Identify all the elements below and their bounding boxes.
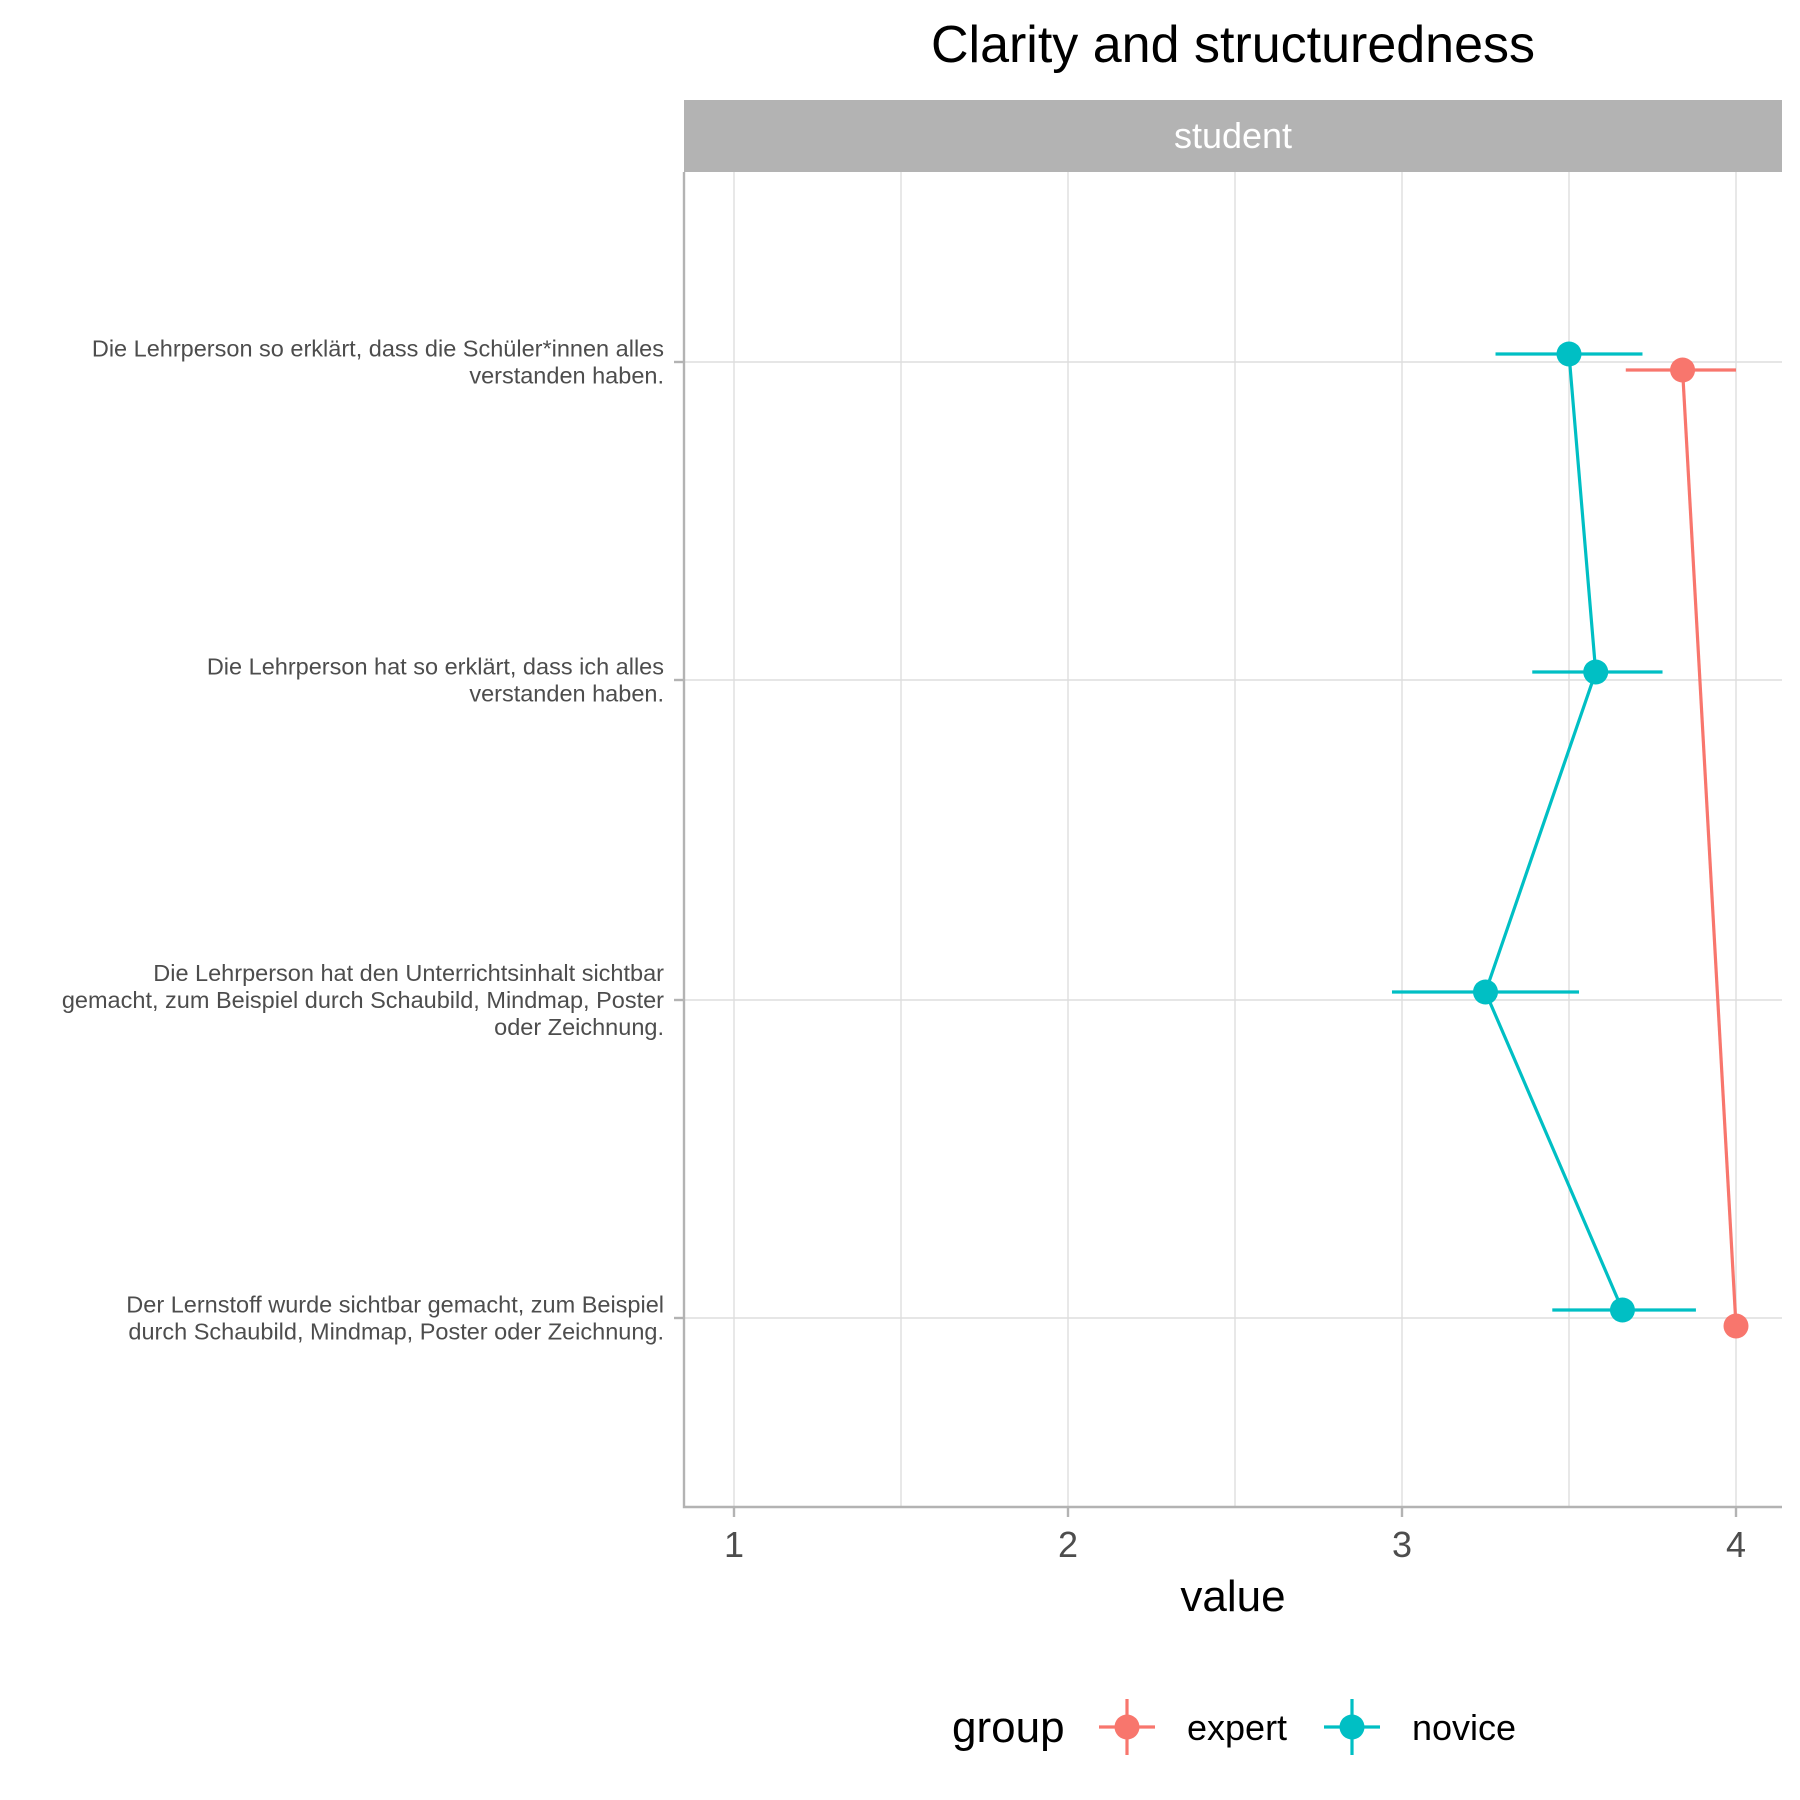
x-tick-label: 1 — [724, 1524, 744, 1565]
data-point — [1473, 979, 1498, 1005]
facet-strip-label: student — [1174, 115, 1292, 156]
y-tick-label: Die Lehrperson hat den Unterrichtsinhalt… — [153, 960, 664, 986]
series-layer — [1391, 341, 1749, 1339]
y-tick-label: verstanden haben. — [469, 681, 664, 707]
y-tick-label: Die Lehrperson hat so erklärt, dass ich … — [207, 654, 664, 680]
data-point — [1556, 341, 1582, 367]
legend-item-expert: expert — [1099, 1699, 1287, 1755]
chart-title: Clarity and structuredness — [931, 16, 1535, 74]
legend-key-point — [1339, 1714, 1365, 1740]
y-tick-label: verstanden haben. — [469, 363, 664, 389]
data-point — [1609, 1297, 1635, 1323]
y-axis: Die Lehrperson so erklärt, dass die Schü… — [62, 336, 684, 1345]
x-tick-label: 2 — [1058, 1524, 1078, 1565]
legend-item-novice: novice — [1324, 1699, 1516, 1755]
series-line — [1680, 369, 1738, 1327]
data-point — [1723, 1313, 1749, 1339]
y-tick-label: Der Lernstoff wurde sichtbar gemacht, zu… — [126, 1292, 664, 1318]
legend: group expert novice — [952, 1699, 1516, 1755]
y-tick-label: Die Lehrperson so erklärt, dass die Schü… — [92, 336, 664, 362]
x-axis-title: value — [1180, 1572, 1285, 1621]
y-tick-label: oder Zeichnung. — [494, 1014, 664, 1040]
plot-panel — [684, 172, 1782, 1507]
series-line — [1483, 353, 1624, 1311]
x-tick-label: 3 — [1392, 1524, 1412, 1565]
y-tick-label: gemacht, zum Beispiel durch Schaubild, M… — [62, 987, 664, 1013]
y-tick-label: durch Schaubild, Mindmap, Poster oder Ze… — [128, 1319, 664, 1345]
x-gridlines — [733, 172, 1737, 1507]
legend-label: expert — [1187, 1707, 1287, 1748]
series-expert — [1625, 357, 1749, 1339]
legend-label: novice — [1412, 1707, 1516, 1748]
legend-title: group — [952, 1703, 1065, 1752]
facet-strip — [684, 100, 1782, 172]
x-tick-label: 4 — [1726, 1524, 1746, 1565]
data-point — [1583, 659, 1609, 685]
x-axis: 1 2 3 4 — [724, 1507, 1746, 1565]
legend-key-point — [1114, 1714, 1140, 1740]
series-novice — [1391, 341, 1696, 1323]
panel-border — [682, 172, 1782, 1509]
data-point — [1670, 357, 1696, 383]
